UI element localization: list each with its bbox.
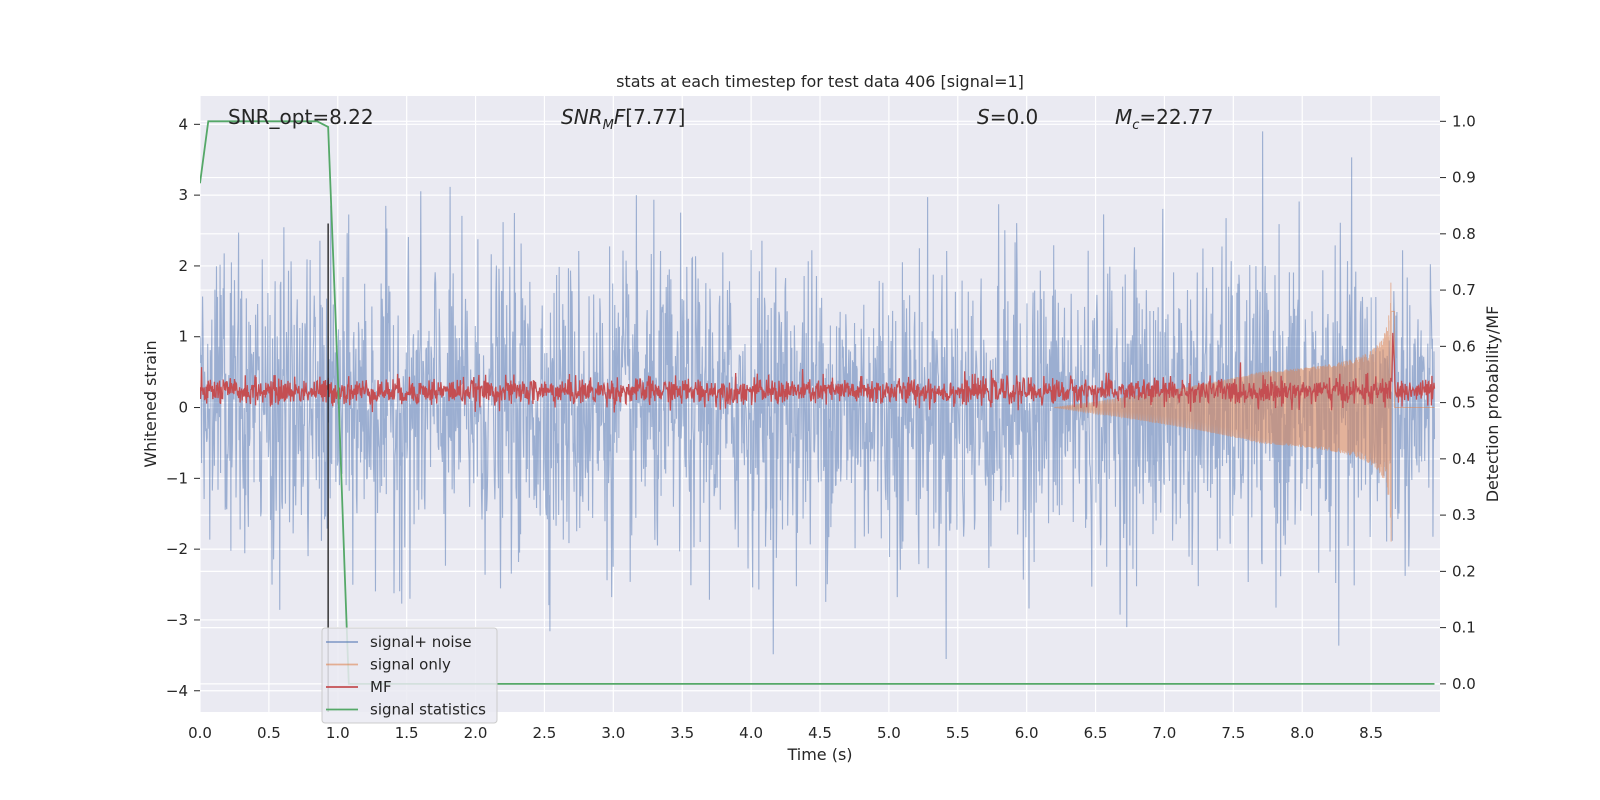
legend-label: MF: [370, 678, 392, 696]
x-tick-label: 5.0: [877, 724, 901, 742]
chart-title: stats at each timestep for test data 406…: [616, 72, 1024, 91]
annotation-snr-mf: SNRMF[7.77]: [561, 105, 685, 133]
y2-tick-label: 0.0: [1452, 675, 1476, 693]
x-tick-label: 6.5: [1084, 724, 1108, 742]
signal-statistics-line: [200, 120, 1435, 685]
y2-tick-labels: 0.0 0.1 0.2 0.3 0.4 0.5 0.6 0.7 0.8 0.9 1.0: [1440, 112, 1476, 693]
y-tick-label: −4: [166, 682, 188, 700]
svg-text:SNRMF[7.77]: SNRMF[7.77]: [561, 105, 685, 133]
signal-noise-line: [200, 131, 1436, 659]
y2-tick-label: 1.0: [1452, 112, 1476, 130]
y-tick-label: −2: [166, 540, 188, 558]
x-tick-label: 5.5: [946, 724, 970, 742]
y2-tick-label: 0.5: [1452, 394, 1476, 412]
x-tick-label: 8.5: [1359, 724, 1383, 742]
y-tick-label: 1: [178, 328, 188, 346]
x-tick-label: 8.0: [1290, 724, 1314, 742]
legend: signal+ noise signal only MF signal statist…: [321, 627, 498, 724]
x-tick-label: 3.0: [601, 724, 625, 742]
x-tick-label: 1.0: [326, 724, 350, 742]
annotation-snr-mf-value: [7.77]: [625, 105, 685, 129]
y-tick-label: 2: [178, 257, 188, 275]
y2-tick-label: 0.8: [1452, 225, 1476, 243]
x-tick-label: 4.0: [739, 724, 763, 742]
legend-label: signal+ noise: [370, 633, 472, 651]
y2-axis-label: Detection probability/MF: [1483, 306, 1502, 503]
annotation-snr-opt: SNR_opt=8.22: [228, 105, 374, 129]
y-tick-label: 3: [178, 186, 188, 204]
y2-tick-label: 0.7: [1452, 281, 1476, 299]
series-signal-statistics: [200, 120, 1435, 685]
x-tick-label: 6.0: [1015, 724, 1039, 742]
mf-line: [200, 332, 1436, 413]
x-tick-label: 7.0: [1153, 724, 1177, 742]
y-axis-label: Whitened strain: [141, 340, 160, 467]
svg-text:S=0.0: S=0.0: [977, 105, 1038, 129]
y2-tick-label: 0.3: [1452, 506, 1476, 524]
x-tick-label: 2.5: [533, 724, 557, 742]
x-axis-label: Time (s): [786, 745, 852, 764]
y2-tick-label: 0.6: [1452, 337, 1476, 355]
x-tick-label: 7.5: [1221, 724, 1245, 742]
y-tick-label: 0: [178, 399, 188, 417]
series-mf: [200, 332, 1436, 413]
signal-only-line: [1054, 282, 1435, 542]
x-tick-label: 3.5: [670, 724, 694, 742]
y2-tick-label: 0.2: [1452, 562, 1476, 580]
x-tick-labels: 0.0 0.5 1.0 1.5 2.0 2.5 3.0 3.5 4.0 4.5 5.0 5.5 6.0 6…: [188, 724, 1383, 742]
annotation-mc: Mc=22.77: [1115, 105, 1213, 133]
legend-label: signal only: [370, 656, 451, 674]
series-signal-only: [1054, 282, 1435, 542]
y-tick-labels: −4 −3 −2 −1 0 1 2 3 4: [166, 115, 200, 700]
y2-tick-label: 0.4: [1452, 450, 1476, 468]
y-tick-label: 4: [178, 115, 188, 133]
svg-text:Mc=22.77: Mc=22.77: [1115, 105, 1213, 133]
x-tick-label: 4.5: [808, 724, 832, 742]
annotation-mc-value: =22.77: [1139, 105, 1213, 129]
annotation-s-value: =0.0: [990, 105, 1039, 129]
y2-tick-label: 0.9: [1452, 169, 1476, 187]
x-tick-label: 0.5: [257, 724, 281, 742]
y-tick-label: −3: [166, 611, 188, 629]
legend-label: signal statistics: [370, 701, 486, 719]
y-tick-label: −1: [166, 469, 188, 487]
y2-tick-label: 0.1: [1452, 619, 1476, 637]
series-signal-noise: [200, 131, 1436, 659]
x-tick-label: 2.0: [464, 724, 488, 742]
annotation-s: S=0.0: [977, 105, 1038, 129]
x-tick-label: 1.5: [395, 724, 419, 742]
x-tick-label: 0.0: [188, 724, 212, 742]
